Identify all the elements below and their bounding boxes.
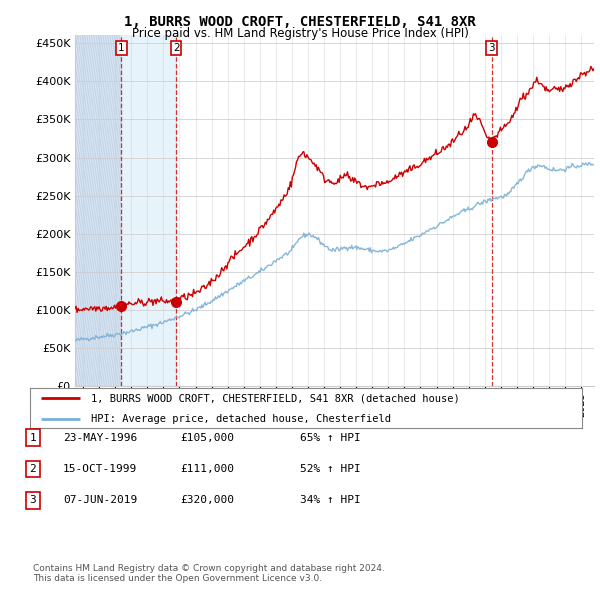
Text: 34% ↑ HPI: 34% ↑ HPI xyxy=(300,496,361,505)
Text: 1: 1 xyxy=(29,433,37,442)
Text: 1, BURRS WOOD CROFT, CHESTERFIELD, S41 8XR (detached house): 1, BURRS WOOD CROFT, CHESTERFIELD, S41 8… xyxy=(91,394,460,404)
Text: £111,000: £111,000 xyxy=(180,464,234,474)
Text: 65% ↑ HPI: 65% ↑ HPI xyxy=(300,433,361,442)
Text: 1, BURRS WOOD CROFT, CHESTERFIELD, S41 8XR: 1, BURRS WOOD CROFT, CHESTERFIELD, S41 8… xyxy=(124,15,476,29)
Text: 23-MAY-1996: 23-MAY-1996 xyxy=(63,433,137,442)
Text: Price paid vs. HM Land Registry's House Price Index (HPI): Price paid vs. HM Land Registry's House … xyxy=(131,27,469,40)
Text: 3: 3 xyxy=(29,496,37,505)
Text: 52% ↑ HPI: 52% ↑ HPI xyxy=(300,464,361,474)
Text: 3: 3 xyxy=(488,43,495,53)
Text: 1: 1 xyxy=(118,43,125,53)
Text: Contains HM Land Registry data © Crown copyright and database right 2024.
This d: Contains HM Land Registry data © Crown c… xyxy=(33,563,385,583)
Text: £105,000: £105,000 xyxy=(180,433,234,442)
Text: 2: 2 xyxy=(173,43,179,53)
Text: 15-OCT-1999: 15-OCT-1999 xyxy=(63,464,137,474)
Text: 2: 2 xyxy=(29,464,37,474)
Text: £320,000: £320,000 xyxy=(180,496,234,505)
Text: HPI: Average price, detached house, Chesterfield: HPI: Average price, detached house, Ches… xyxy=(91,414,391,424)
Text: 07-JUN-2019: 07-JUN-2019 xyxy=(63,496,137,505)
